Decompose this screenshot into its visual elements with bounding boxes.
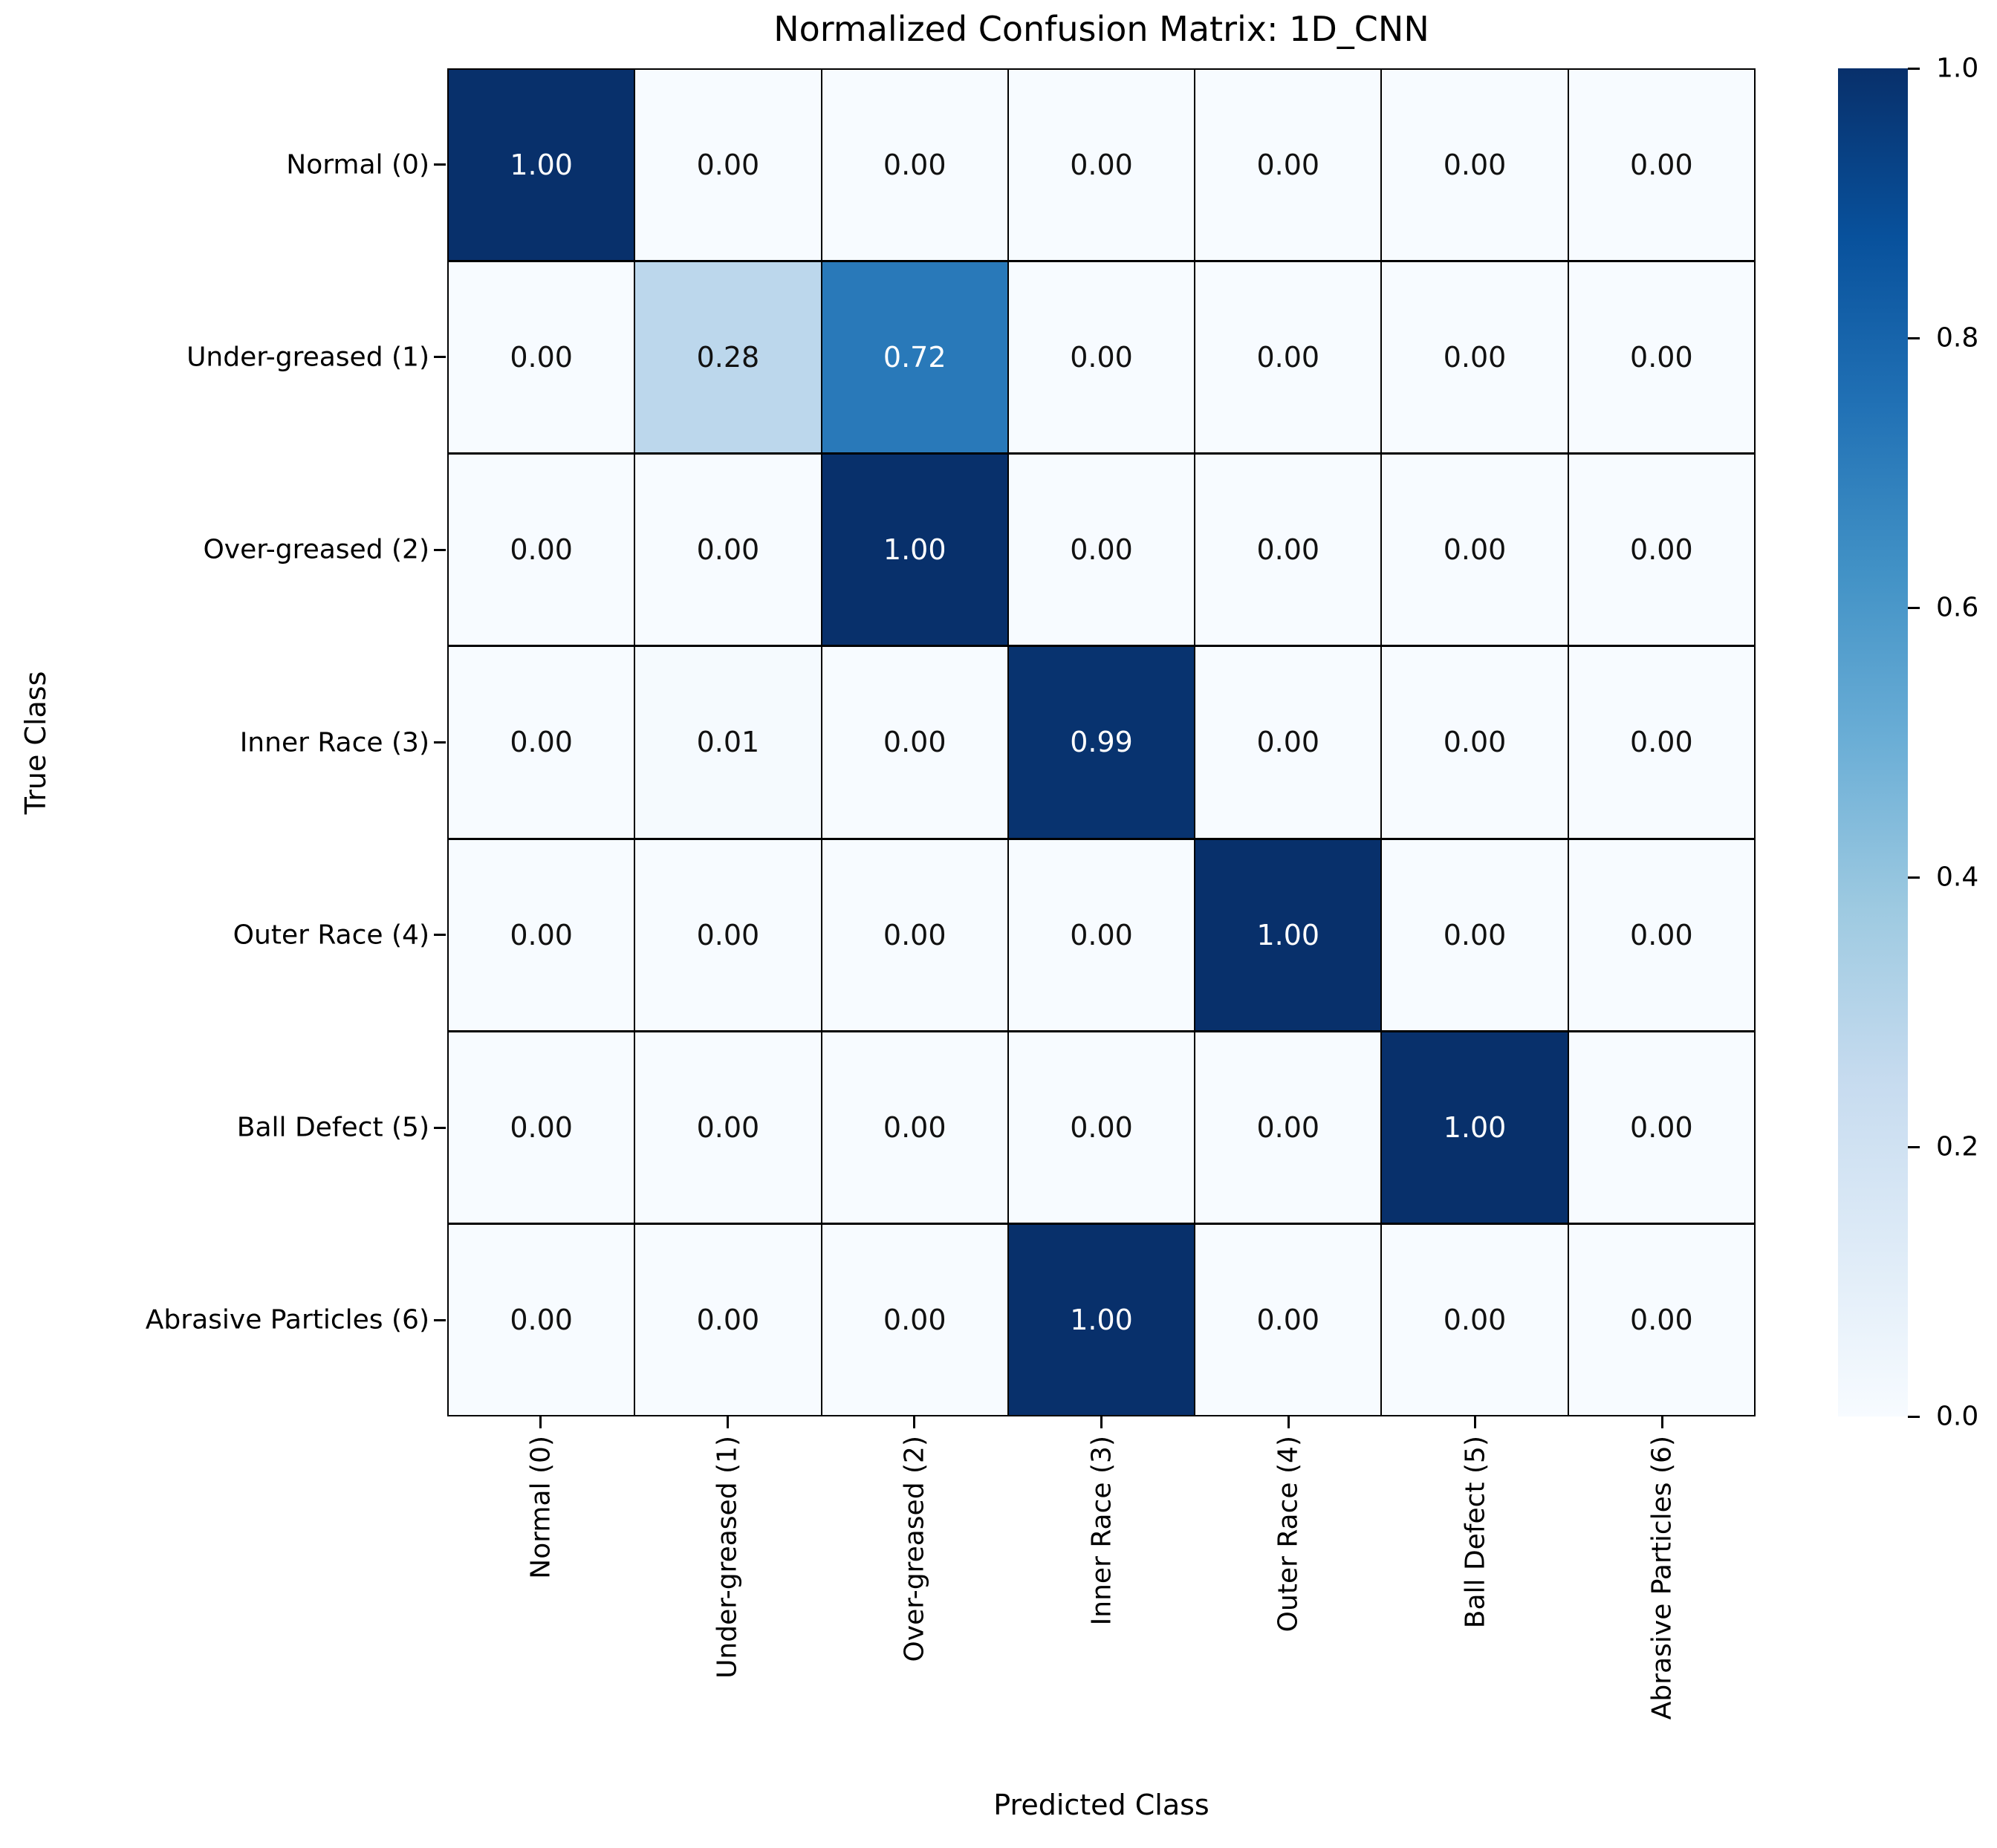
heatmap-cell: 0.00 (1008, 262, 1195, 453)
x-tick-label: Ball Defect (5) (1460, 1436, 1491, 1629)
heatmap-cell: 1.00 (449, 70, 634, 261)
heatmap-cell: 0.99 (1008, 647, 1195, 838)
heatmap-cell: 0.00 (1568, 70, 1754, 261)
x-tick-mark (726, 1416, 729, 1428)
colorbar-tick-mark (1908, 1415, 1920, 1418)
heatmap-cell: 0.00 (449, 839, 634, 1030)
y-tick-mark (434, 163, 446, 166)
heatmap-cell: 0.00 (1195, 262, 1381, 453)
x-tick-label: Under-greased (1) (712, 1436, 743, 1679)
heatmap-cell: 0.28 (635, 262, 821, 453)
heatmap-cell: 0.00 (449, 262, 634, 453)
colorbar-tick-label: 0.4 (1936, 862, 1979, 893)
heatmap-cell: 0.00 (1195, 455, 1381, 645)
y-tick-label: Under-greased (1) (186, 342, 429, 373)
chart-title: Normalized Confusion Matrix: 1D_CNN (773, 9, 1429, 49)
y-tick-mark (434, 356, 446, 359)
heatmap-cell: 0.00 (635, 1032, 821, 1223)
y-tick-mark (434, 1126, 446, 1129)
heatmap-cell: 0.00 (1568, 1224, 1754, 1415)
x-tick-mark (1100, 1416, 1103, 1428)
heatmap-cell: 0.00 (1382, 70, 1568, 261)
colorbar-tick-mark (1908, 606, 1920, 609)
colorbar-tick-label: 1.0 (1936, 53, 1979, 84)
heatmap-cell: 0.00 (635, 1224, 821, 1415)
heatmap-cell: 0.00 (449, 455, 634, 645)
heatmap-cell: 0.00 (1382, 1224, 1568, 1415)
heatmap-cell: 1.00 (822, 455, 1007, 645)
x-tick-mark (1474, 1416, 1477, 1428)
x-tick-mark (913, 1416, 916, 1428)
y-tick-mark (434, 548, 446, 551)
y-tick-mark (434, 1318, 446, 1321)
heatmap-cell: 0.00 (822, 1032, 1007, 1223)
x-tick-label: Over-greased (2) (899, 1436, 930, 1662)
heatmap-cell: 0.00 (1008, 1032, 1195, 1223)
heatmap-cell: 0.00 (635, 455, 821, 645)
heatmap-cell: 0.00 (822, 647, 1007, 838)
y-tick-mark (434, 741, 446, 744)
heatmap-cell: 0.00 (449, 1032, 634, 1223)
colorbar-tick-mark (1908, 336, 1920, 339)
heatmap-cell: 0.00 (635, 839, 821, 1030)
colorbar-tick-mark (1908, 1145, 1920, 1148)
heatmap-cell: 0.00 (1008, 839, 1195, 1030)
y-tick-label: Normal (0) (286, 149, 429, 180)
heatmap-grid: 1.00 0.00 0.00 0.00 0.00 0.00 0.00 0.00 0.28 0.72… (447, 68, 1756, 1416)
colorbar-tick-label: 0.2 (1936, 1131, 1979, 1162)
heatmap-cell: 0.00 (1008, 70, 1195, 261)
heatmap-cell: 1.00 (1382, 1032, 1568, 1223)
heatmap-cell: 0.01 (635, 647, 821, 838)
heatmap-cell: 0.00 (822, 1224, 1007, 1415)
heatmap-cell: 0.72 (822, 262, 1007, 453)
heatmap-cell: 0.00 (1568, 839, 1754, 1030)
heatmap-cell: 0.00 (1568, 1032, 1754, 1223)
heatmap-cell: 0.00 (449, 1224, 634, 1415)
x-tick-mark (1660, 1416, 1663, 1428)
colorbar-tick-mark (1908, 67, 1920, 70)
heatmap-cell: 1.00 (1195, 839, 1381, 1030)
y-tick-label: Ball Defect (5) (236, 1112, 429, 1143)
heatmap-cell: 0.00 (635, 70, 821, 261)
colorbar-tick-mark (1908, 876, 1920, 879)
heatmap-cell: 0.00 (1382, 455, 1568, 645)
heatmap-cell: 0.00 (449, 647, 634, 838)
y-tick-label: Over-greased (2) (203, 534, 429, 565)
x-axis-title: Predicted Class (993, 1789, 1209, 1821)
x-tick-mark (1287, 1416, 1290, 1428)
colorbar-tick-label: 0.8 (1936, 322, 1979, 354)
heatmap-cell: 0.00 (1195, 70, 1381, 261)
colorbar-tick-label: 0.6 (1936, 592, 1979, 623)
heatmap-cell: 0.00 (1195, 647, 1381, 838)
colorbar-tick-label: 0.0 (1936, 1401, 1979, 1432)
heatmap-cell: 0.00 (1568, 262, 1754, 453)
heatmap-cell: 0.00 (1382, 839, 1568, 1030)
y-axis-title: True Class (19, 671, 52, 815)
heatmap-cell: 0.00 (1382, 647, 1568, 838)
x-tick-mark (539, 1416, 542, 1428)
colorbar-gradient (1838, 68, 1908, 1416)
heatmap-cell: 0.00 (1195, 1032, 1381, 1223)
x-tick-label: Outer Race (4) (1273, 1436, 1304, 1633)
x-tick-label: Inner Race (3) (1086, 1436, 1117, 1626)
x-tick-label: Normal (0) (525, 1436, 556, 1579)
y-tick-mark (434, 934, 446, 937)
heatmap-cell: 0.00 (1195, 1224, 1381, 1415)
heatmap-cell: 0.00 (822, 839, 1007, 1030)
heatmap-cell: 0.00 (1008, 455, 1195, 645)
heatmap-cell: 1.00 (1008, 1224, 1195, 1415)
heatmap-cell: 0.00 (1568, 647, 1754, 838)
x-tick-label: Abrasive Particles (6) (1646, 1436, 1678, 1720)
y-tick-label: Inner Race (3) (239, 727, 429, 758)
heatmap-cell: 0.00 (1568, 455, 1754, 645)
y-tick-label: Outer Race (4) (233, 920, 429, 951)
heatmap-cell: 0.00 (1382, 262, 1568, 453)
y-tick-label: Abrasive Particles (6) (145, 1304, 429, 1335)
heatmap-cell: 0.00 (822, 70, 1007, 261)
